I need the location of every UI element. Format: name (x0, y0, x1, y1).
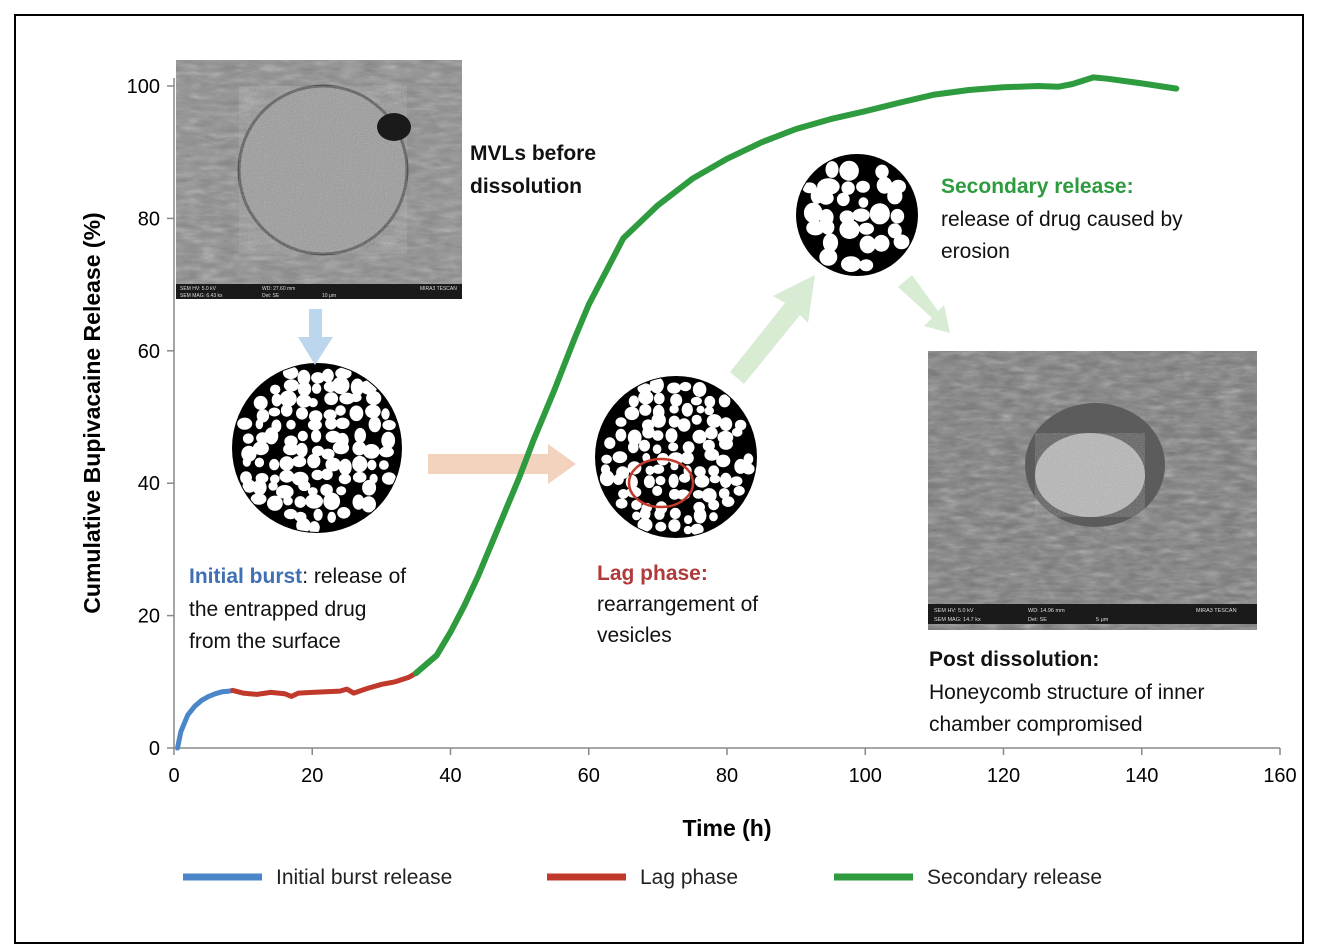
secondary-release-label: Secondary release: (941, 175, 1134, 198)
sem-after-wd: WD: 14.96 mm (1028, 608, 1065, 614)
x-tick-label: 0 (168, 765, 179, 787)
arrow-up-green (730, 275, 815, 384)
y-tick-label: 0 (149, 738, 160, 760)
legend-label-3: Secondary release (927, 866, 1102, 889)
sem-after-mag: SEM MAG: 14.7 kx (934, 617, 981, 623)
x-tick-label: 120 (987, 765, 1020, 787)
post-dissolution-title: Post dissolution: (929, 648, 1099, 671)
secondary-release-line2: release of drug caused by (941, 208, 1183, 231)
honeycomb-eroded-illustration (796, 154, 918, 276)
series-line-1 (175, 687, 236, 751)
initial-burst-line3: from the surface (189, 630, 341, 653)
x-tick-label: 80 (716, 765, 738, 787)
mvl-before-line2: dissolution (470, 175, 582, 198)
x-tick-label: 160 (1263, 765, 1296, 787)
y-tick-label: 40 (138, 473, 160, 495)
post-dissolution-line3: chamber compromised (929, 713, 1143, 736)
annotation-post-dissolution: Post dissolution: Honeycomb structure of… (929, 648, 1204, 736)
svg-text:Initial burst: release of: Initial burst: release of (189, 565, 406, 588)
initial-burst-line2: the entrapped drug (189, 598, 366, 621)
sem-before-wd: WD: 27.60 mm (262, 286, 295, 292)
sem-after-det: Det: SE (1028, 617, 1047, 623)
annotation-mvl-before: MVLs before dissolution (470, 142, 596, 198)
x-tick-label: 40 (439, 765, 461, 787)
legend-label-2: Lag phase (640, 866, 738, 889)
lag-highlight-circle (627, 457, 695, 509)
sem-before-scale: 10 μm (322, 293, 336, 299)
series-layer (175, 74, 1180, 751)
x-tick-label: 60 (578, 765, 600, 787)
legend-label-1: Initial burst release (276, 866, 452, 889)
post-dissolution-line2: Honeycomb structure of inner (929, 681, 1204, 704)
series-line-3 (412, 74, 1180, 677)
x-axis-title: Time (h) (682, 815, 771, 841)
y-tick-label: 100 (127, 76, 160, 98)
y-tick-label: 60 (138, 341, 160, 363)
x-tick-label: 20 (301, 765, 323, 787)
y-axis-title: Cumulative Bupivacaine Release (%) (79, 212, 105, 613)
sem-before-mag: SEM MAG: 6.43 kx (180, 293, 223, 299)
annotation-secondary-release: Secondary release: release of drug cause… (941, 175, 1183, 263)
sem-before-hv: SEM HV: 5.0 kV (180, 286, 217, 292)
series-line-2 (230, 670, 419, 699)
release-chart: 0 20 40 60 80 100 0 20 40 60 80 100 120 140 160 Cumul… (79, 60, 1297, 889)
axes: 0 20 40 60 80 100 0 20 40 60 80 100 120 140 160 (127, 76, 1297, 787)
x-tick-label: 140 (1125, 765, 1158, 787)
lag-phase-line3: vesicles (597, 624, 672, 647)
sem-before-det: Det: SE (262, 293, 280, 299)
lag-phase-label: Lag phase: (597, 562, 708, 585)
arrow-down-green (898, 275, 950, 333)
mvl-before-line1: MVLs before (470, 142, 596, 165)
sem-image-before: SEM HV: 5.0 kV WD: 27.60 mm MIRA3 TESCAN… (176, 60, 462, 299)
sem-after-brand: MIRA3 TESCAN (1196, 608, 1237, 614)
arrow-right-orange (428, 444, 576, 484)
lag-phase-line2: rearrangement of (597, 593, 758, 616)
annotation-lag-phase: Lag phase: rearrangement of vesicles (597, 562, 758, 647)
legend: Initial burst release Lag phase Secondary … (183, 866, 1102, 889)
honeycomb-lag-illustration (595, 376, 757, 538)
initial-burst-label: Initial burst (189, 565, 302, 588)
initial-burst-line1: : release of (302, 565, 406, 588)
y-tick-label: 20 (138, 606, 160, 628)
sem-after-scale: 5 μm (1096, 617, 1109, 623)
secondary-release-line3: erosion (941, 240, 1010, 263)
sem-image-after: SEM HV: 5.0 kV WD: 14.96 mm MIRA3 TESCAN… (928, 351, 1257, 630)
honeycomb-intact-illustration (232, 363, 402, 533)
arrow-down-blue (298, 309, 333, 365)
y-tick-label: 80 (138, 208, 160, 230)
sem-before-brand: MIRA3 TESCAN (420, 286, 457, 292)
annotation-initial-burst: Initial burst: release of the entrapped … (189, 565, 406, 653)
sem-after-hv: SEM HV: 5.0 kV (934, 608, 974, 614)
x-tick-label: 100 (849, 765, 882, 787)
